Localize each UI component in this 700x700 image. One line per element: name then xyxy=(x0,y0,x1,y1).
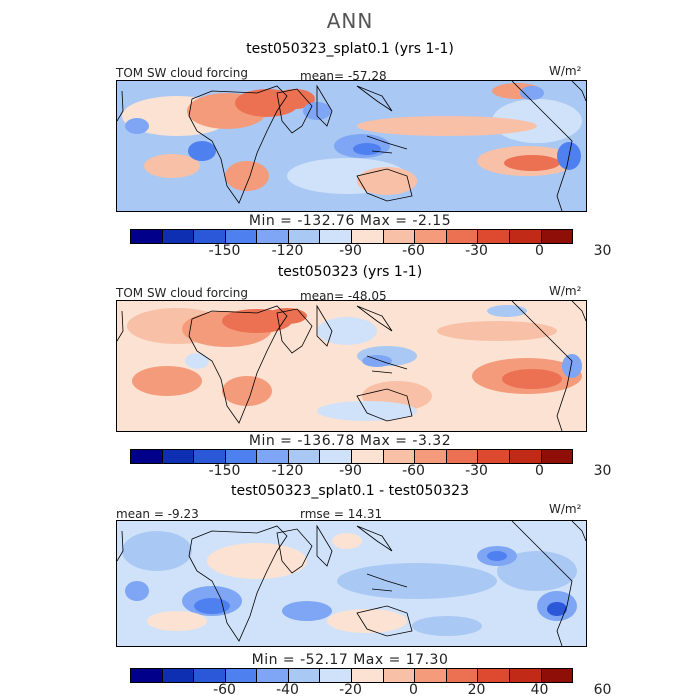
panel-3-rmse-label: rmse = 14.31 xyxy=(300,507,383,521)
colorbar-swatch xyxy=(446,669,479,682)
colorbar-swatch xyxy=(541,669,573,682)
colorbar-swatch xyxy=(225,230,258,243)
panel-3-map xyxy=(116,520,587,647)
panel-2-map xyxy=(116,300,587,432)
colorbar-tick-label: -60 xyxy=(402,463,425,479)
panel-1-min-max: Min = -132.76 Max = -2.15 xyxy=(248,213,452,229)
panel-1-map xyxy=(116,80,587,212)
panel-1-field-label: TOM SW cloud forcing xyxy=(116,66,248,80)
colorbar-swatch xyxy=(383,450,416,463)
colorbar-swatch xyxy=(383,230,416,243)
panel-3-mean-label: mean = -9.23 xyxy=(116,507,199,521)
colorbar-swatch xyxy=(446,450,479,463)
colorbar-tick-label: -120 xyxy=(271,463,304,479)
panel-2-field-label: TOM SW cloud forcing xyxy=(116,286,248,300)
colorbar-tick-label: -60 xyxy=(213,682,236,698)
colorbar-swatch xyxy=(541,230,573,243)
colorbar-swatch xyxy=(162,669,195,682)
colorbar-swatch xyxy=(478,669,510,682)
colorbar-tick-label: 20 xyxy=(467,682,486,698)
colorbar-swatch xyxy=(131,450,163,463)
colorbar-tick-label: -90 xyxy=(339,243,362,259)
colorbar-tick-label: 60 xyxy=(593,682,612,698)
panel-2-mean-label: mean= -48.05 xyxy=(300,289,387,303)
panel-3-title: test050323_splat0.1 - test050323 xyxy=(230,483,469,499)
colorbar-swatch xyxy=(288,669,321,682)
colorbar-swatch xyxy=(415,669,447,682)
colorbar-swatch xyxy=(478,450,510,463)
panel-3-units-label: W/m² xyxy=(549,502,582,516)
colorbar-tick-label: 30 xyxy=(593,243,612,259)
colorbar-swatch xyxy=(415,230,447,243)
colorbar-tick-label: -150 xyxy=(208,463,241,479)
panel-1-units-label: W/m² xyxy=(549,64,582,78)
colorbar-tick-label: -20 xyxy=(339,682,362,698)
panel-2-title: test050323 (yrs 1-1) xyxy=(277,264,423,280)
colorbar-swatch xyxy=(478,230,510,243)
colorbar-swatch xyxy=(352,669,384,682)
colorbar-swatch xyxy=(194,230,226,243)
colorbar-swatch xyxy=(509,450,542,463)
colorbar-swatch xyxy=(509,230,542,243)
colorbar-swatch xyxy=(131,230,163,243)
colorbar-swatch xyxy=(288,230,321,243)
colorbar-tick-label: -90 xyxy=(339,463,362,479)
figure-title: ANN xyxy=(326,9,374,33)
colorbar-swatch xyxy=(225,450,258,463)
panel-2-units-label: W/m² xyxy=(549,284,582,298)
colorbar-swatch xyxy=(446,230,479,243)
colorbar-tick-label: -120 xyxy=(271,243,304,259)
colorbar-tick-label: -30 xyxy=(465,243,488,259)
panel-3-colorbar xyxy=(130,668,573,683)
panel-2-colorbar xyxy=(130,449,573,464)
colorbar-swatch xyxy=(194,669,226,682)
panel-1-colorbar xyxy=(130,229,573,244)
colorbar-swatch xyxy=(541,450,573,463)
colorbar-swatch xyxy=(320,669,353,682)
colorbar-swatch xyxy=(257,230,289,243)
colorbar-swatch xyxy=(352,230,384,243)
colorbar-swatch xyxy=(320,230,353,243)
colorbar-tick-label: 40 xyxy=(530,682,549,698)
panel-1-title: test050323_splat0.1 (yrs 1-1) xyxy=(246,41,454,57)
colorbar-tick-label: 0 xyxy=(409,682,418,698)
panel-2-min-max: Min = -136.78 Max = -3.32 xyxy=(248,433,452,449)
colorbar-tick-label: 30 xyxy=(593,463,612,479)
colorbar-swatch xyxy=(320,450,353,463)
colorbar-swatch xyxy=(509,669,542,682)
colorbar-tick-label: -150 xyxy=(208,243,241,259)
colorbar-swatch xyxy=(383,669,416,682)
colorbar-swatch xyxy=(288,450,321,463)
panel-1-mean-label: mean= -57.28 xyxy=(300,69,387,83)
colorbar-tick-label: -40 xyxy=(276,682,299,698)
colorbar-swatch xyxy=(162,450,195,463)
colorbar-swatch xyxy=(257,450,289,463)
colorbar-swatch xyxy=(415,450,447,463)
colorbar-swatch xyxy=(131,669,163,682)
colorbar-swatch xyxy=(194,450,226,463)
colorbar-tick-label: 0 xyxy=(535,463,544,479)
colorbar-swatch xyxy=(257,669,289,682)
colorbar-swatch xyxy=(352,450,384,463)
colorbar-tick-label: -60 xyxy=(402,243,425,259)
colorbar-tick-label: -30 xyxy=(465,463,488,479)
colorbar-swatch xyxy=(225,669,258,682)
colorbar-tick-label: 0 xyxy=(535,243,544,259)
colorbar-swatch xyxy=(162,230,195,243)
panel-3-min-max: Min = -52.17 Max = 17.30 xyxy=(251,652,449,668)
